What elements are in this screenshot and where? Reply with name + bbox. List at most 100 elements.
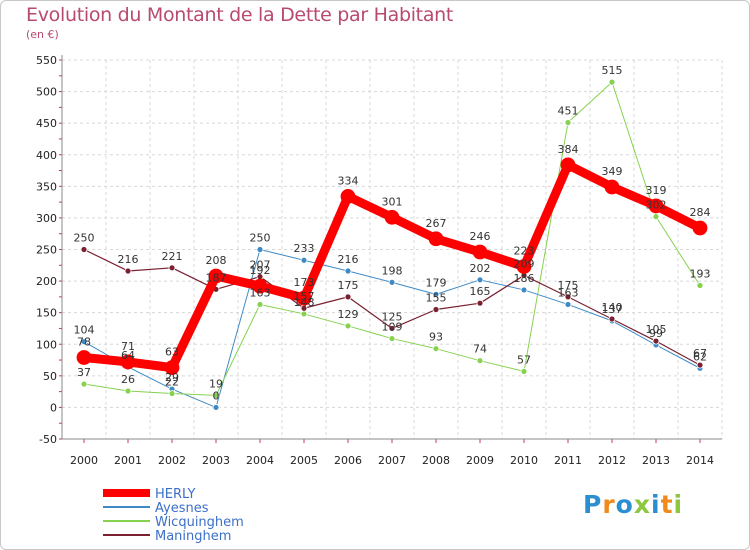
- y-tick-label: -50: [39, 433, 57, 446]
- y-tick-label: 550: [36, 54, 57, 67]
- data-point-ayesnes: [256, 246, 264, 253]
- data-label-herly: 173: [294, 276, 315, 289]
- logo-letter: o: [615, 490, 634, 519]
- data-label-herly: 284: [690, 206, 711, 219]
- data-label-herly: 319: [646, 184, 667, 197]
- x-tick-label: 2004: [246, 454, 274, 467]
- data-point-herly: [340, 189, 356, 204]
- proxiti-logo: Proxiti: [583, 490, 683, 519]
- logo-letter: i: [651, 490, 661, 519]
- data-point-wicquinghem: [564, 119, 572, 126]
- data-label-ayesnes: 29: [165, 371, 179, 384]
- data-label-maninghem: 157: [294, 290, 315, 303]
- data-label-wicquinghem: 22: [165, 376, 179, 389]
- data-point-herly: [472, 244, 488, 260]
- data-label-herly: 384: [558, 143, 579, 156]
- data-point-ayesnes: [80, 338, 88, 346]
- logo-letter: x: [633, 490, 651, 519]
- axes: -50 0 50 100 150 200 250 300 350 400 450 500 550 2000…: [36, 54, 722, 467]
- data-point-ayesnes: [476, 276, 484, 284]
- x-tick-label: 2013: [642, 454, 670, 467]
- x-tick-label: 2007: [378, 454, 406, 467]
- data-label-herly: 223: [514, 245, 535, 258]
- data-label-herly: 71: [121, 340, 135, 353]
- data-point-ayesnes: [212, 404, 220, 411]
- data-point-wicquinghem: [212, 392, 220, 399]
- data-point-maninghem: [344, 293, 352, 301]
- x-tick-label: 2008: [422, 454, 450, 467]
- y-tick-label: 500: [36, 86, 57, 99]
- data-point-herly: [692, 220, 708, 236]
- data-point-herly: [560, 157, 576, 173]
- data-point-herly: [120, 354, 136, 370]
- data-label-wicquinghem: 129: [338, 308, 359, 321]
- data-point-ayesnes: [564, 301, 572, 308]
- data-label-ayesnes: 233: [294, 242, 315, 255]
- data-label-ayesnes: 186: [514, 272, 535, 285]
- data-label-herly: 63: [165, 346, 179, 359]
- data-label-wicquinghem: 451: [558, 105, 579, 118]
- y-tick-label: 50: [43, 370, 57, 383]
- y-tick-label: 400: [36, 149, 57, 162]
- data-label-ayesnes: 137: [602, 303, 623, 316]
- series-lines: [76, 78, 708, 411]
- data-point-wicquinghem: [388, 335, 396, 342]
- data-point-herly: [76, 350, 92, 365]
- data-label-wicquinghem: 93: [429, 331, 443, 344]
- data-label-ayesnes: 62: [693, 350, 707, 363]
- data-point-herly: [208, 268, 224, 284]
- data-point-maninghem: [608, 315, 616, 323]
- data-point-wicquinghem: [476, 357, 484, 365]
- x-tick-label: 2009: [466, 454, 494, 467]
- data-point-herly: [648, 198, 664, 214]
- data-label-maninghem: 105: [646, 323, 667, 336]
- data-point-wicquinghem: [80, 380, 88, 388]
- data-label-herly: 208: [206, 254, 227, 267]
- data-label-maninghem: 187: [206, 271, 227, 284]
- data-label-maninghem: 209: [514, 257, 535, 270]
- data-point-herly: [296, 290, 312, 306]
- data-point-herly: [428, 231, 444, 247]
- data-point-ayesnes: [300, 256, 308, 264]
- data-label-herly: 267: [426, 217, 447, 230]
- data-label-ayesnes: 202: [470, 262, 491, 275]
- y-tick-label: 450: [36, 117, 57, 130]
- data-label-maninghem: 125: [382, 310, 403, 323]
- data-labels: 78 71 63 208 192 173 334 301 267 246 223 384 349 319 2…: [74, 64, 711, 402]
- logo-letter: P: [583, 490, 603, 519]
- data-point-maninghem: [564, 293, 572, 301]
- data-point-maninghem: [432, 306, 440, 313]
- data-label-ayesnes: 0: [213, 389, 220, 402]
- x-tick-label: 2003: [202, 454, 230, 467]
- data-label-herly: 349: [602, 165, 623, 178]
- x-tick-label: 2010: [510, 454, 538, 467]
- data-point-ayesnes: [432, 290, 440, 298]
- x-tick-label: 2000: [70, 454, 98, 467]
- legend-label-wicquinghem: Wicquinghem: [155, 515, 244, 530]
- y-tick-label: 0: [50, 401, 57, 414]
- data-point-wicquinghem: [256, 301, 264, 308]
- data-point-wicquinghem: [520, 368, 528, 375]
- data-label-maninghem: 250: [74, 232, 95, 245]
- data-label-maninghem: 165: [470, 285, 491, 298]
- data-point-herly: [384, 209, 400, 225]
- data-point-ayesnes: [520, 286, 528, 294]
- data-label-ayesnes: 250: [250, 232, 271, 245]
- y-tick-label: 100: [36, 338, 57, 351]
- x-tick-label: 2011: [554, 454, 582, 467]
- data-label-maninghem: 140: [602, 301, 623, 314]
- data-point-maninghem: [476, 299, 484, 307]
- data-label-maninghem: 175: [338, 279, 359, 292]
- data-point-herly: [252, 278, 268, 294]
- data-point-maninghem: [124, 267, 132, 275]
- data-point-maninghem: [696, 361, 704, 369]
- data-point-wicquinghem: [696, 282, 704, 289]
- data-label-ayesnes: 64: [121, 349, 135, 362]
- data-label-ayesnes: 163: [558, 286, 579, 299]
- unit-label: (en €): [26, 28, 59, 41]
- data-label-ayesnes: 179: [426, 276, 447, 289]
- x-tick-label: 2014: [686, 454, 714, 467]
- legend-label-herly: HERLY: [155, 487, 196, 502]
- logo-letter: r: [602, 490, 616, 519]
- data-point-wicquinghem: [168, 390, 176, 397]
